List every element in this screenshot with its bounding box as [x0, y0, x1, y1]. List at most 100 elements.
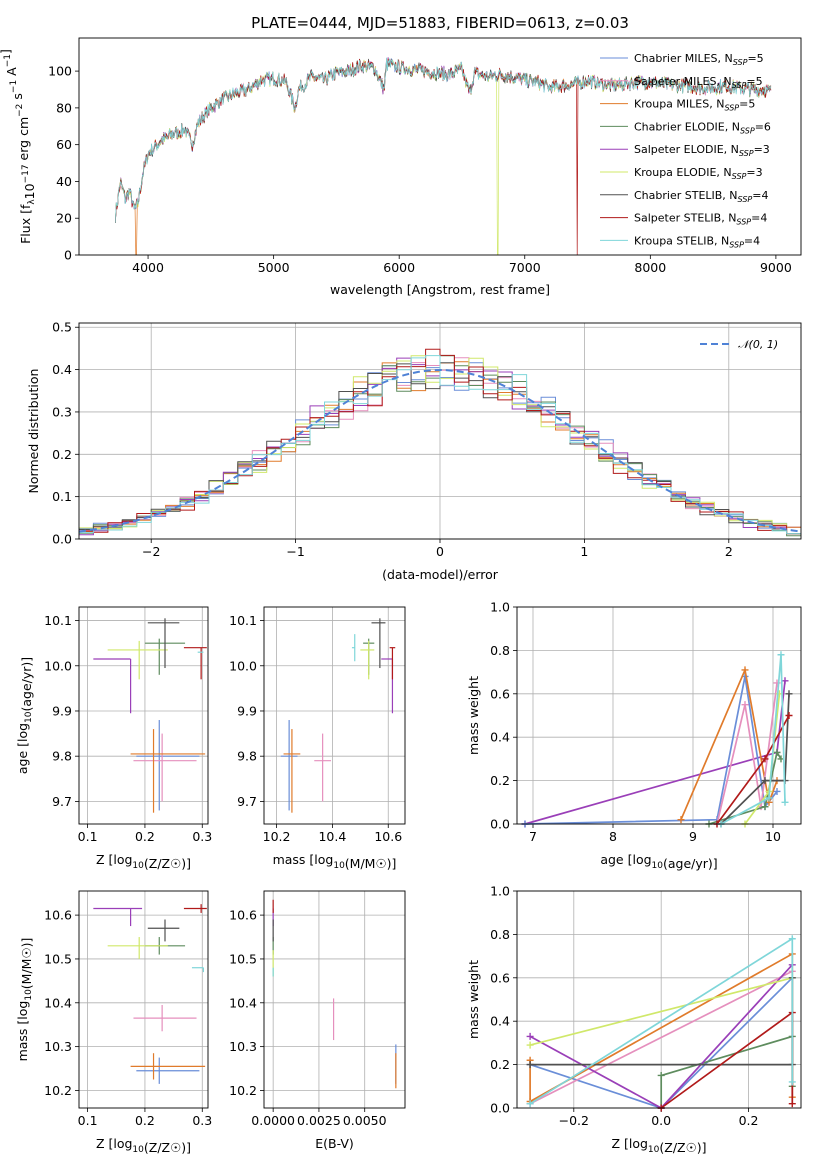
y-tick-label: 0.8	[490, 643, 510, 658]
y-tick-label: 0.3	[52, 404, 72, 419]
y-axis-label: Flux [fλ10−17 erg cm−2 s−1 A−1]	[0, 49, 37, 244]
x-tick-label: 0.2	[739, 1113, 759, 1128]
legend-label: Kroupa ELODIE, NSSP=3	[634, 166, 763, 181]
y-tick-label: 9.7	[52, 794, 72, 809]
y-tick-label: 40	[56, 174, 72, 189]
weight-marker	[785, 690, 793, 698]
weight-marker	[761, 755, 769, 763]
errorbar-point-kroupa_miles	[130, 729, 206, 813]
y-tick-label: 9.7	[237, 794, 257, 809]
errorbar-point-salpeter_stelib	[183, 904, 207, 913]
errorbar-point-chabrier_stelib	[147, 618, 180, 669]
x-tick-label: 0	[436, 544, 444, 559]
errorbars	[280, 618, 396, 813]
age_vs_mass-panel: 10.2 10.4 10.6 9.7 9.8 9.9 10.0 10.1 mass [log10…	[229, 606, 406, 871]
errorbar-point-kroupa_stelib	[351, 634, 356, 662]
y-tick-label: 20	[56, 211, 72, 226]
spectrum-line-kroupa_elodie	[115, 59, 772, 255]
axes-frame	[78, 890, 209, 1109]
y-tick-label: 0.2	[52, 447, 72, 462]
y-tick-label: 10.6	[44, 908, 72, 923]
y-tick-label: 10.3	[44, 1039, 72, 1054]
errorbar-point-salpeter_stelib	[183, 647, 207, 680]
weight-marker	[741, 666, 749, 674]
weight-marker	[785, 712, 793, 719]
x-tick-label: −0.2	[559, 1113, 589, 1128]
gaussian-curve	[79, 368, 801, 533]
x-tick-label: 4000	[132, 260, 164, 275]
spectrum-line-kroupa_stelib	[115, 57, 772, 223]
y-tick-label: 60	[56, 137, 72, 152]
legend-label: Salpeter MILES, NSSP=5	[634, 75, 763, 90]
axes-frame	[78, 37, 802, 256]
errorbar-point-kroupa_miles	[130, 1053, 206, 1080]
errorbar-point-kroupa_elodie	[107, 937, 168, 959]
grid	[264, 607, 405, 824]
y-axis-label: age [log10(age/yr)]	[15, 657, 34, 774]
y-tick-label: 10.6	[229, 908, 257, 923]
x-tick-label: 0.1	[78, 1113, 98, 1128]
histograms	[79, 348, 801, 537]
weight-marker	[657, 1071, 665, 1079]
y-tick-label: 10.2	[229, 1083, 257, 1098]
axes-frame	[78, 606, 209, 825]
weight-marker	[773, 787, 781, 795]
axes-frame	[78, 322, 802, 540]
x-tick-label: 8000	[634, 260, 666, 275]
x-axis-label: Z [log10(Z/Z☉)]	[96, 852, 191, 871]
x-tick-label: 0.2	[135, 829, 155, 844]
errorbar-point-chabrier_miles	[136, 720, 200, 811]
y-axis-label: mass [log10(M/M☉)]	[15, 938, 34, 1062]
weight-marker	[761, 803, 769, 811]
weight-marker	[526, 1032, 534, 1040]
y-tick-label: 1.0	[490, 600, 510, 615]
weight-marker	[526, 1100, 534, 1108]
errorbar-point-chabrier_stelib	[147, 919, 180, 942]
weight_vs_Z-panel: −0.2 0.0 0.2 0.0 0.2 0.4 0.6 0.8 1.0 Z [log10(Z/Z…	[466, 884, 802, 1155]
errorbar-point-chabrier_stelib	[371, 618, 386, 669]
spectrum-lines	[115, 57, 772, 255]
weight-line-kroupa_elodie	[529, 976, 793, 1046]
y-axis-label: mass weight	[466, 676, 481, 755]
residuals-panel: −2 −1 0 1 2 0.0 0.1 0.2 0.3 0.4 0.5 (data-model)/er…	[26, 320, 802, 582]
weight-marker	[765, 794, 773, 802]
y-tick-label: 0.4	[490, 730, 510, 745]
y-tick-label: 10.5	[44, 951, 72, 966]
y-tick-label: 0.2	[490, 773, 510, 788]
y-tick-label: 9.8	[237, 749, 257, 764]
y-tick-label: 0.0	[490, 817, 510, 832]
x-tick-label: 7	[529, 829, 537, 844]
figure-title: PLATE=0444, MJD=51883, FIBERID=0613, z=0…	[251, 14, 629, 32]
errorbars	[93, 904, 207, 1084]
legend-label: Salpeter STELIB, NSSP=4	[634, 212, 767, 227]
x-tick-label: 5000	[258, 260, 290, 275]
x-tick-label: 0.0025	[297, 1113, 341, 1128]
y-tick-label: 10.0	[229, 658, 257, 673]
errorbars	[272, 899, 397, 1089]
weight-marker	[773, 748, 781, 756]
errorbar-point-salpeter_miles	[314, 733, 332, 802]
y-axis-label: mass weight	[466, 960, 481, 1039]
y-tick-label: 10.0	[44, 658, 72, 673]
errorbar-point-kroupa_miles	[283, 729, 301, 813]
weight-line-chabrier_miles	[524, 676, 778, 825]
y-tick-label: 0.4	[490, 1014, 510, 1029]
weight-marker	[788, 935, 796, 943]
weight-marker	[781, 677, 789, 685]
y-tick-label: 0.6	[490, 970, 510, 985]
grid	[79, 607, 208, 824]
axes-frame	[263, 890, 406, 1109]
y-tick-label: 9.9	[52, 703, 72, 718]
x-axis-label: age [log10(age/yr)]	[600, 852, 717, 871]
x-tick-label: 0.0050	[343, 1113, 387, 1128]
grid	[264, 891, 405, 1108]
legend-label: Salpeter ELODIE, NSSP=3	[634, 143, 770, 158]
weight-line-kroupa_miles	[680, 666, 778, 821]
weight-line-chabrier_elodie	[660, 1035, 794, 1108]
weight-marker	[526, 1041, 534, 1049]
errorbar-point-kroupa_stelib	[191, 967, 205, 973]
x-axis-label: E(B-V)	[315, 1136, 354, 1151]
y-tick-label: 10.5	[229, 951, 257, 966]
y-tick-label: 9.9	[237, 703, 257, 718]
